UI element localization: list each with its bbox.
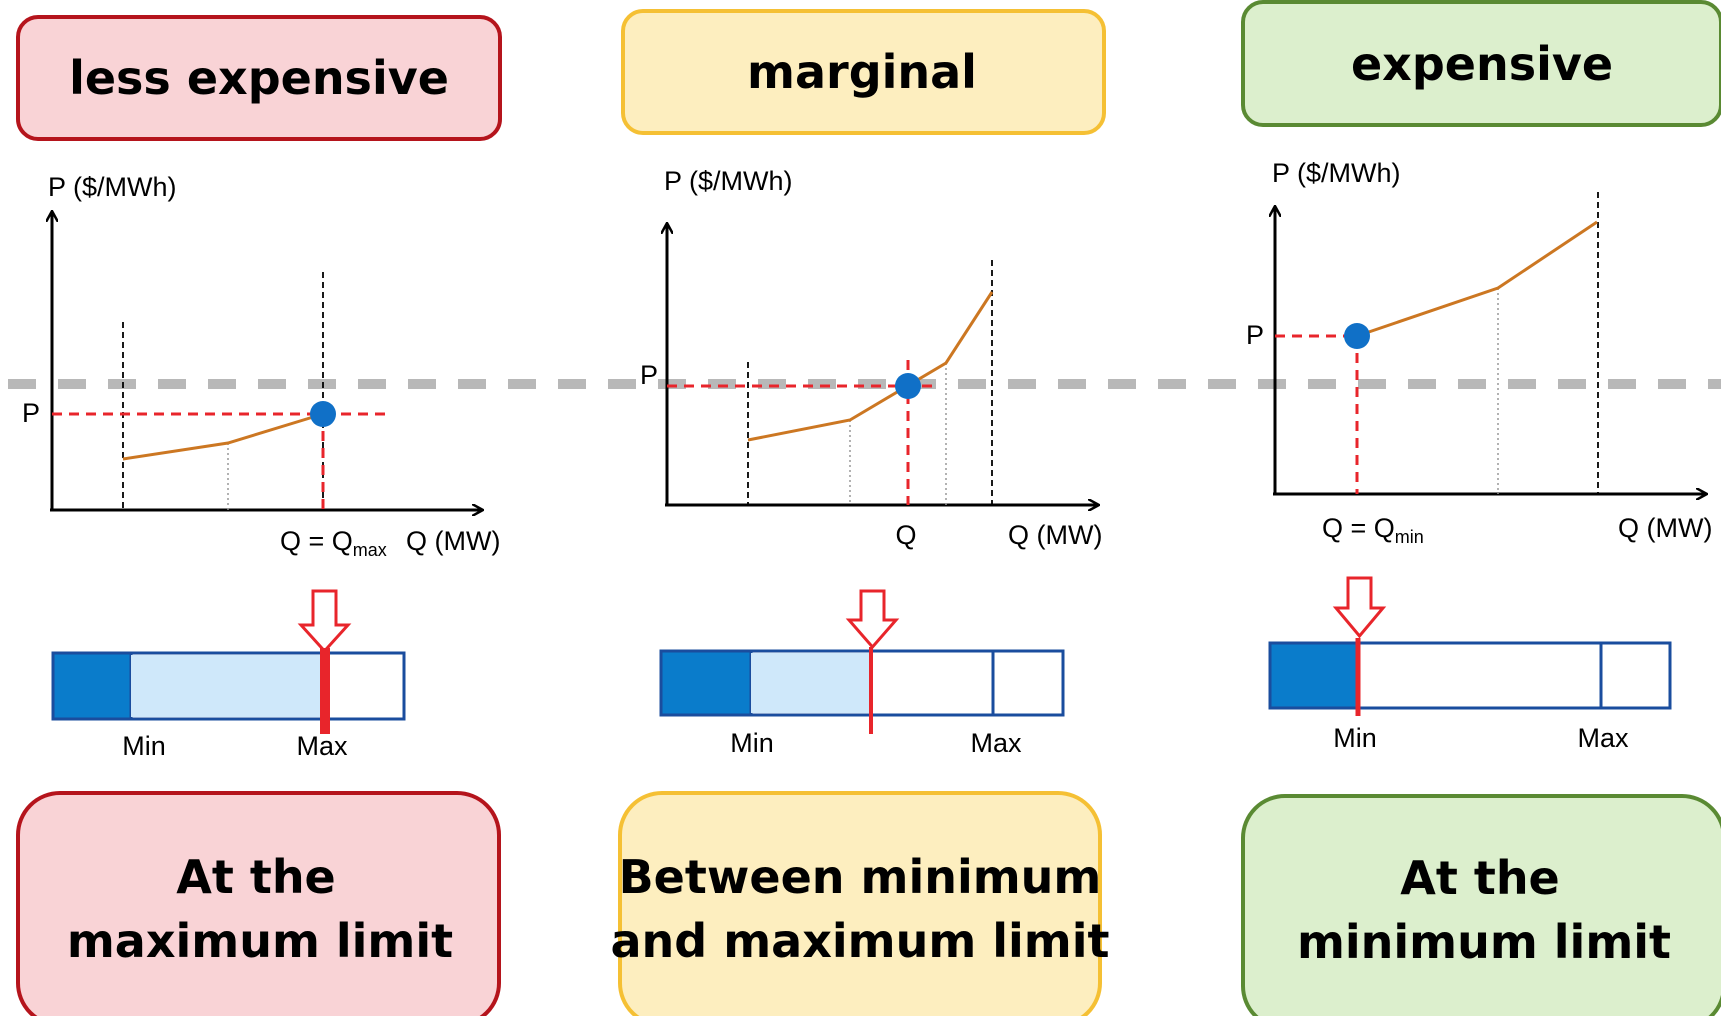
- q-label: Q = Qmin: [1322, 513, 1424, 547]
- top-label-box: [16, 15, 502, 141]
- bottom-label-line1: At the: [176, 850, 336, 904]
- top-label-box: [1241, 0, 1721, 127]
- bottom-label-line2: minimum limit: [1297, 915, 1671, 969]
- y-axis-label: P ($/MWh): [1272, 158, 1401, 188]
- bar-max-label: Max: [970, 728, 1022, 758]
- top-label-box: [621, 9, 1106, 135]
- bottom-label-line2: maximum limit: [67, 914, 453, 968]
- p-label: P: [640, 360, 658, 390]
- bottom-label-line1: At the: [1400, 851, 1560, 905]
- q-label: Q: [895, 520, 916, 550]
- bottom-label-box: [618, 791, 1102, 1016]
- dispatch-point: [310, 401, 336, 427]
- bar-min-label: Min: [1333, 723, 1377, 753]
- bar-dispatch-segment: [751, 653, 871, 713]
- dispatch-point: [895, 373, 921, 399]
- bar-min-segment: [1268, 641, 1360, 710]
- bar-min-label: Min: [122, 731, 166, 761]
- down-arrow-icon: [1332, 576, 1387, 639]
- panel-marginal: marginal P ($/MWh) P Q Q (MW) Min Max Be…: [611, 9, 1110, 1016]
- x-axis-label: Q (MW): [1618, 513, 1712, 543]
- bottom-label-box: [16, 791, 501, 1016]
- cost-curve: [1356, 220, 1598, 338]
- dispatch-point: [1344, 323, 1370, 349]
- x-axis-label: Q (MW): [406, 526, 500, 556]
- y-axis-label: P ($/MWh): [48, 172, 177, 202]
- bottom-label-line1: Between minimum: [619, 850, 1102, 904]
- bottom-label-box: [1241, 794, 1721, 1016]
- bar-min-segment: [51, 651, 133, 721]
- bar-dispatch-segment: [131, 655, 323, 717]
- y-axis-label: P ($/MWh): [664, 166, 793, 196]
- p-label: P: [1246, 320, 1264, 350]
- top-label: marginal: [747, 45, 977, 99]
- top-label: less expensive: [69, 51, 449, 105]
- x-axis-label: Q (MW): [1008, 520, 1102, 550]
- bar-max-label: Max: [296, 731, 348, 761]
- q-label: Q = Qmax: [280, 526, 387, 560]
- bar-min-segment: [659, 649, 753, 717]
- bar-min-label: Min: [730, 728, 774, 758]
- panel-expensive: expensive P ($/MWh) P Q = Qmin Q (MW) Mi…: [1241, 0, 1721, 1016]
- down-arrow-icon: [297, 589, 352, 654]
- top-label: expensive: [1351, 37, 1613, 91]
- cost-curve: [747, 291, 994, 442]
- down-arrow-icon: [845, 589, 900, 650]
- cost-curve: [122, 412, 324, 461]
- p-label: P: [22, 398, 40, 428]
- panel-less-expensive: less expensive P ($/MWh) P Q = Qmax Q (M…: [16, 15, 502, 1016]
- bar-max-label: Max: [1577, 723, 1629, 753]
- bottom-label-line2: and maximum limit: [611, 914, 1110, 968]
